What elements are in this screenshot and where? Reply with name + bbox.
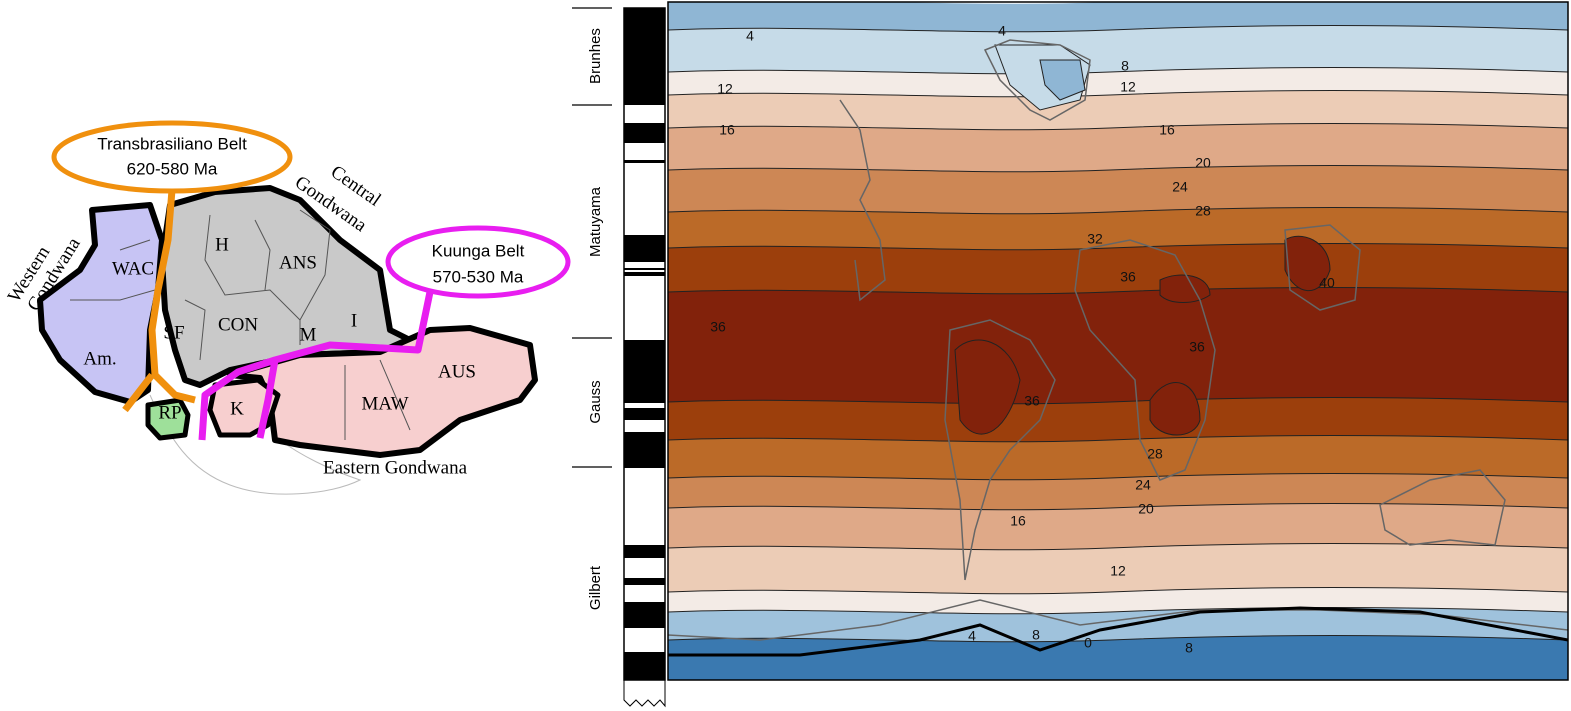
normal-chron <box>624 235 665 262</box>
contour-label: 24 <box>1135 477 1151 493</box>
temperature-region <box>954 339 1021 435</box>
chron-label: Matuyama <box>587 186 604 257</box>
contour-label: 20 <box>1138 501 1154 517</box>
polarity-column: Brunhes Matuyama Gauss Gilbert <box>572 7 666 708</box>
coastline <box>1074 239 1216 481</box>
contour-label: 12 <box>1110 563 1126 579</box>
ice-edge <box>668 606 1568 657</box>
normal-chron <box>624 123 665 143</box>
contour-label: 8 <box>1185 640 1193 656</box>
column-base <box>623 680 666 708</box>
normal-chron <box>624 268 665 270</box>
contour-label: 4 <box>968 628 976 644</box>
craton-label: K <box>230 398 244 419</box>
temperature-region <box>1149 382 1201 436</box>
contour-label: 28 <box>1147 446 1163 462</box>
normal-chron <box>624 408 665 420</box>
transbrasiliano-belt <box>122 189 196 413</box>
craton-label: M <box>300 324 317 345</box>
craton-label: I <box>351 310 357 331</box>
temperature-region <box>1039 59 1086 101</box>
belt-name: Transbrasiliano Belt <box>97 134 247 153</box>
belt-age: 620-580 Ma <box>127 159 218 178</box>
temperature-bands <box>668 2 1568 680</box>
contour-label: 32 <box>1087 231 1103 247</box>
temperature-region <box>1284 235 1331 292</box>
contour-label: 12 <box>717 81 733 97</box>
chron-label: Gilbert <box>587 565 604 610</box>
contour-label: 16 <box>1159 122 1175 138</box>
kuunga-belt <box>198 291 434 441</box>
craton-label: RP <box>158 402 181 423</box>
craton-label: H <box>215 234 229 255</box>
craton-label: CON <box>218 314 258 335</box>
chron-label: Brunhes <box>587 28 604 84</box>
normal-chron <box>624 545 665 558</box>
contour-label: 8 <box>1121 58 1129 74</box>
coastline <box>839 99 886 302</box>
contour-label: 28 <box>1195 203 1211 219</box>
rp-block <box>145 397 191 441</box>
normal-polarity <box>624 8 665 680</box>
contour-label: 36 <box>1189 339 1205 355</box>
contour-label: 16 <box>1010 513 1026 529</box>
map-frame <box>667 1 1569 681</box>
normal-chron <box>624 340 665 403</box>
coastline <box>983 39 1091 121</box>
temperature-band <box>668 635 1568 680</box>
contour-label: 16 <box>719 122 735 138</box>
craton-label: ANS <box>279 252 317 273</box>
contour-label: 8 <box>1032 627 1040 643</box>
normal-chron <box>624 578 665 585</box>
eastern-gondwana <box>227 325 538 458</box>
normal-chron <box>624 432 665 468</box>
normal-chron <box>624 8 665 105</box>
contour-label: 40 <box>1319 275 1335 291</box>
belt-name: Kuunga Belt <box>432 241 525 260</box>
craton-labels: WAC Am. H ANS SF CON M I RP K AUS MAW <box>83 234 476 423</box>
contour-label: 36 <box>1120 269 1136 285</box>
normal-chron <box>624 160 665 163</box>
coastline <box>668 599 1568 641</box>
contour-label: 12 <box>1120 79 1136 95</box>
craton-label: Am. <box>83 348 116 369</box>
contour-label: 36 <box>1024 393 1040 409</box>
belt-age: 570-530 Ma <box>433 267 524 286</box>
contour-label: 4 <box>998 23 1006 39</box>
coastlines <box>668 39 1568 641</box>
internal-lines <box>70 209 411 440</box>
transbrasiliano-ellipse <box>51 120 293 194</box>
contour-label: 0 <box>1084 635 1092 651</box>
region-label: Eastern Gondwana <box>323 457 468 478</box>
contour-label: 24 <box>1172 179 1188 195</box>
craton-label: MAW <box>361 393 408 414</box>
coastline <box>1379 469 1506 546</box>
kuunga-ellipse <box>385 225 571 299</box>
coastline <box>1284 224 1361 311</box>
contour-label: 20 <box>1195 155 1211 171</box>
chron-labels: Brunhes Matuyama Gauss Gilbert <box>587 28 604 610</box>
contour-label: 36 <box>710 319 726 335</box>
craton-label: AUS <box>438 361 476 382</box>
normal-chron <box>624 272 665 276</box>
chron-boundaries <box>572 7 612 468</box>
faint-outline <box>149 394 362 495</box>
chron-label: Gauss <box>587 380 604 423</box>
craton-label: WAC <box>112 258 154 279</box>
contour-label: 4 <box>746 28 754 44</box>
craton-label: SF <box>163 322 184 343</box>
coastline <box>944 319 1056 581</box>
gondwana-map: Transbrasiliano Belt 620-580 Ma Kuunga B… <box>4 120 571 495</box>
normal-chron <box>624 652 665 680</box>
normal-chron <box>624 602 665 628</box>
western-gondwana <box>37 202 165 405</box>
